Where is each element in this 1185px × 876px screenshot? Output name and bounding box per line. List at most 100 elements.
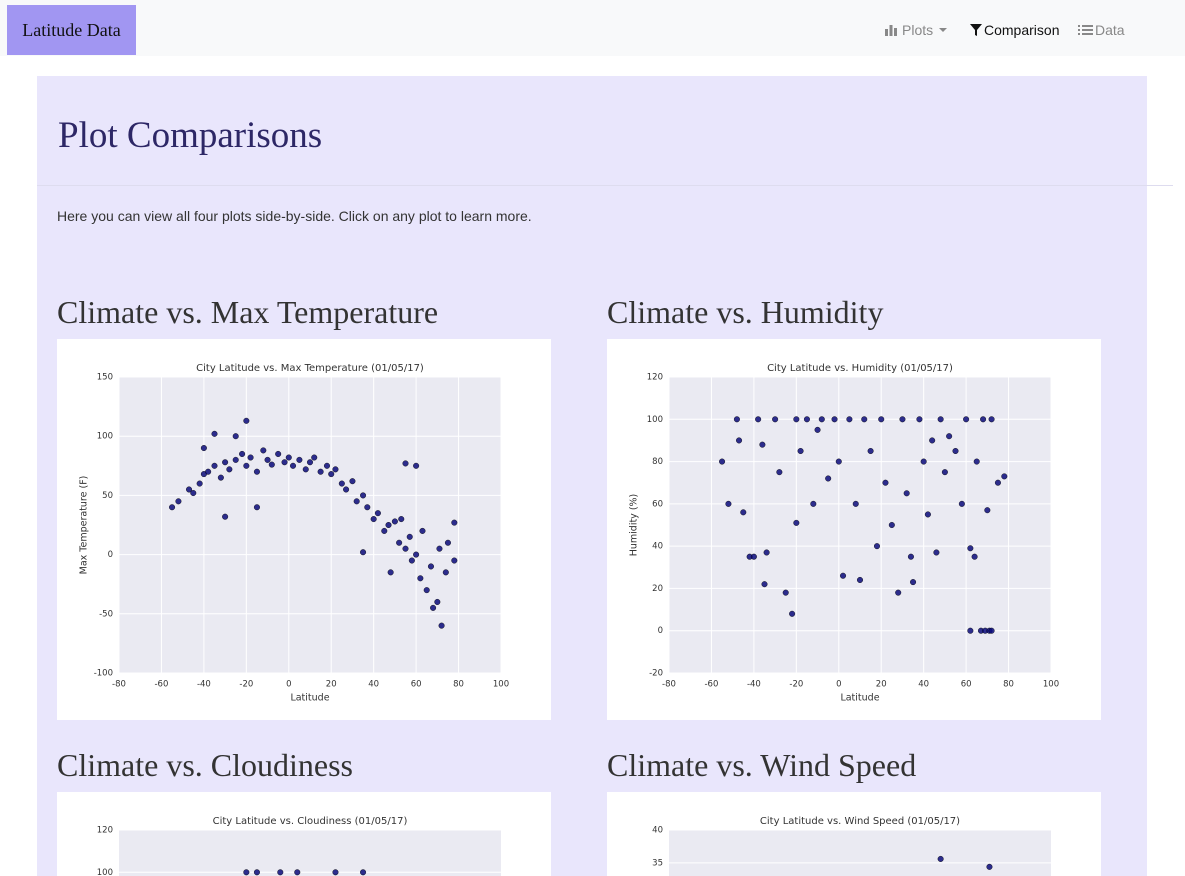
nav-data[interactable]: Data: [1078, 20, 1125, 40]
point: [338, 480, 345, 487]
x-tick-label: 0: [286, 680, 291, 690]
chart: City Latitude vs. Humidity (01/05/17) -20…: [629, 363, 1060, 704]
point: [253, 504, 260, 511]
point: [190, 490, 197, 497]
y-tick-label: -50: [99, 609, 113, 619]
point: [867, 447, 874, 454]
point: [419, 527, 426, 534]
point: [175, 498, 182, 505]
point: [277, 869, 284, 876]
point: [186, 486, 193, 493]
chart: City Latitude vs. Max Temperature (01/05…: [79, 363, 510, 704]
point: [878, 416, 885, 423]
point: [370, 516, 377, 523]
point: [294, 869, 301, 876]
point: [264, 456, 271, 463]
point: [402, 545, 409, 552]
x-tick-label: 100: [1043, 680, 1059, 690]
y-tick-label: 35: [652, 858, 663, 868]
point: [451, 519, 458, 526]
point: [967, 545, 974, 552]
point: [332, 869, 339, 876]
x-tick-label: 80: [453, 680, 464, 690]
point: [1001, 473, 1008, 480]
brand[interactable]: Latitude Data: [7, 5, 136, 55]
point: [929, 437, 936, 444]
y-tick-label: 40: [652, 826, 663, 836]
point: [846, 416, 853, 423]
point: [247, 454, 254, 461]
plot-area: [119, 377, 501, 673]
section-heading: Climate vs. Wind Speed: [607, 747, 917, 783]
y-tick-label: 40: [652, 542, 663, 552]
point: [374, 510, 381, 517]
point: [924, 511, 931, 518]
plot-image[interactable]: City Latitude vs. Wind Speed (01/05/17) 3…: [607, 792, 1101, 876]
point: [222, 459, 229, 466]
point: [205, 468, 212, 475]
point: [360, 869, 367, 876]
y-tick-label: 100: [97, 432, 113, 442]
point: [856, 576, 863, 583]
x-tick-label: -80: [112, 680, 126, 690]
plot-area: [119, 830, 501, 876]
plot-image[interactable]: City Latitude vs. Humidity (01/05/17) -20…: [607, 339, 1101, 720]
point: [444, 539, 451, 546]
page-title: Plot Comparisons: [58, 115, 323, 156]
point: [260, 447, 267, 454]
y-tick-label: 20: [652, 584, 663, 594]
nav-comparison[interactable]: Comparison: [970, 20, 1059, 40]
y-tick-label: 60: [652, 499, 663, 509]
point: [413, 462, 420, 469]
plot-image[interactable]: City Latitude vs. Max Temperature (01/05…: [57, 339, 551, 720]
section-heading: Climate vs. Cloudiness: [57, 747, 353, 783]
icon: [970, 24, 982, 36]
x-tick-label: 60: [961, 680, 972, 690]
chart: City Latitude vs. Wind Speed (01/05/17) 3…: [652, 816, 1051, 876]
point: [882, 479, 889, 486]
point: [810, 500, 817, 507]
intro-text: Here you can view all four plots side-by…: [57, 208, 532, 224]
point: [994, 479, 1001, 486]
point: [243, 417, 250, 424]
point: [360, 492, 367, 499]
point: [196, 480, 203, 487]
point: [406, 533, 413, 540]
x-tick-label: -20: [789, 680, 803, 690]
point: [797, 447, 804, 454]
point: [814, 426, 821, 433]
chart-title: City Latitude vs. Cloudiness (01/05/17): [213, 816, 408, 827]
y-tick-label: -20: [649, 669, 663, 679]
x-tick-label: 0: [836, 680, 841, 690]
point: [910, 579, 917, 586]
navbar: Latitude Data Plots Comparison Data: [0, 0, 1185, 56]
point: [973, 458, 980, 465]
x-tick-label: -40: [747, 680, 761, 690]
point: [211, 430, 218, 437]
point: [725, 500, 732, 507]
plot-area: [669, 830, 1051, 876]
point: [285, 454, 292, 461]
point: [988, 416, 995, 423]
point: [343, 486, 350, 493]
chart-title: City Latitude vs. Max Temperature (01/05…: [196, 363, 424, 374]
point: [761, 581, 768, 588]
point: [793, 519, 800, 526]
section-heading: Climate vs. Humidity: [607, 294, 884, 330]
point: [825, 475, 832, 482]
nav-plots[interactable]: Plots: [884, 20, 951, 40]
point: [328, 471, 335, 478]
point: [211, 462, 218, 469]
plot-image[interactable]: City Latitude vs. Cloudiness (01/05/17) 1…: [57, 792, 551, 876]
x-tick-label: -40: [197, 680, 211, 690]
point: [349, 478, 356, 485]
chart-title: City Latitude vs. Wind Speed (01/05/17): [760, 816, 960, 827]
point: [332, 466, 339, 473]
nav-label: Comparison: [984, 22, 1060, 38]
point: [442, 569, 449, 576]
point: [402, 460, 409, 467]
caret: [939, 28, 948, 32]
section-heading: Climate vs. Max Temperature: [57, 294, 439, 330]
x-tick-label: 40: [918, 680, 929, 690]
